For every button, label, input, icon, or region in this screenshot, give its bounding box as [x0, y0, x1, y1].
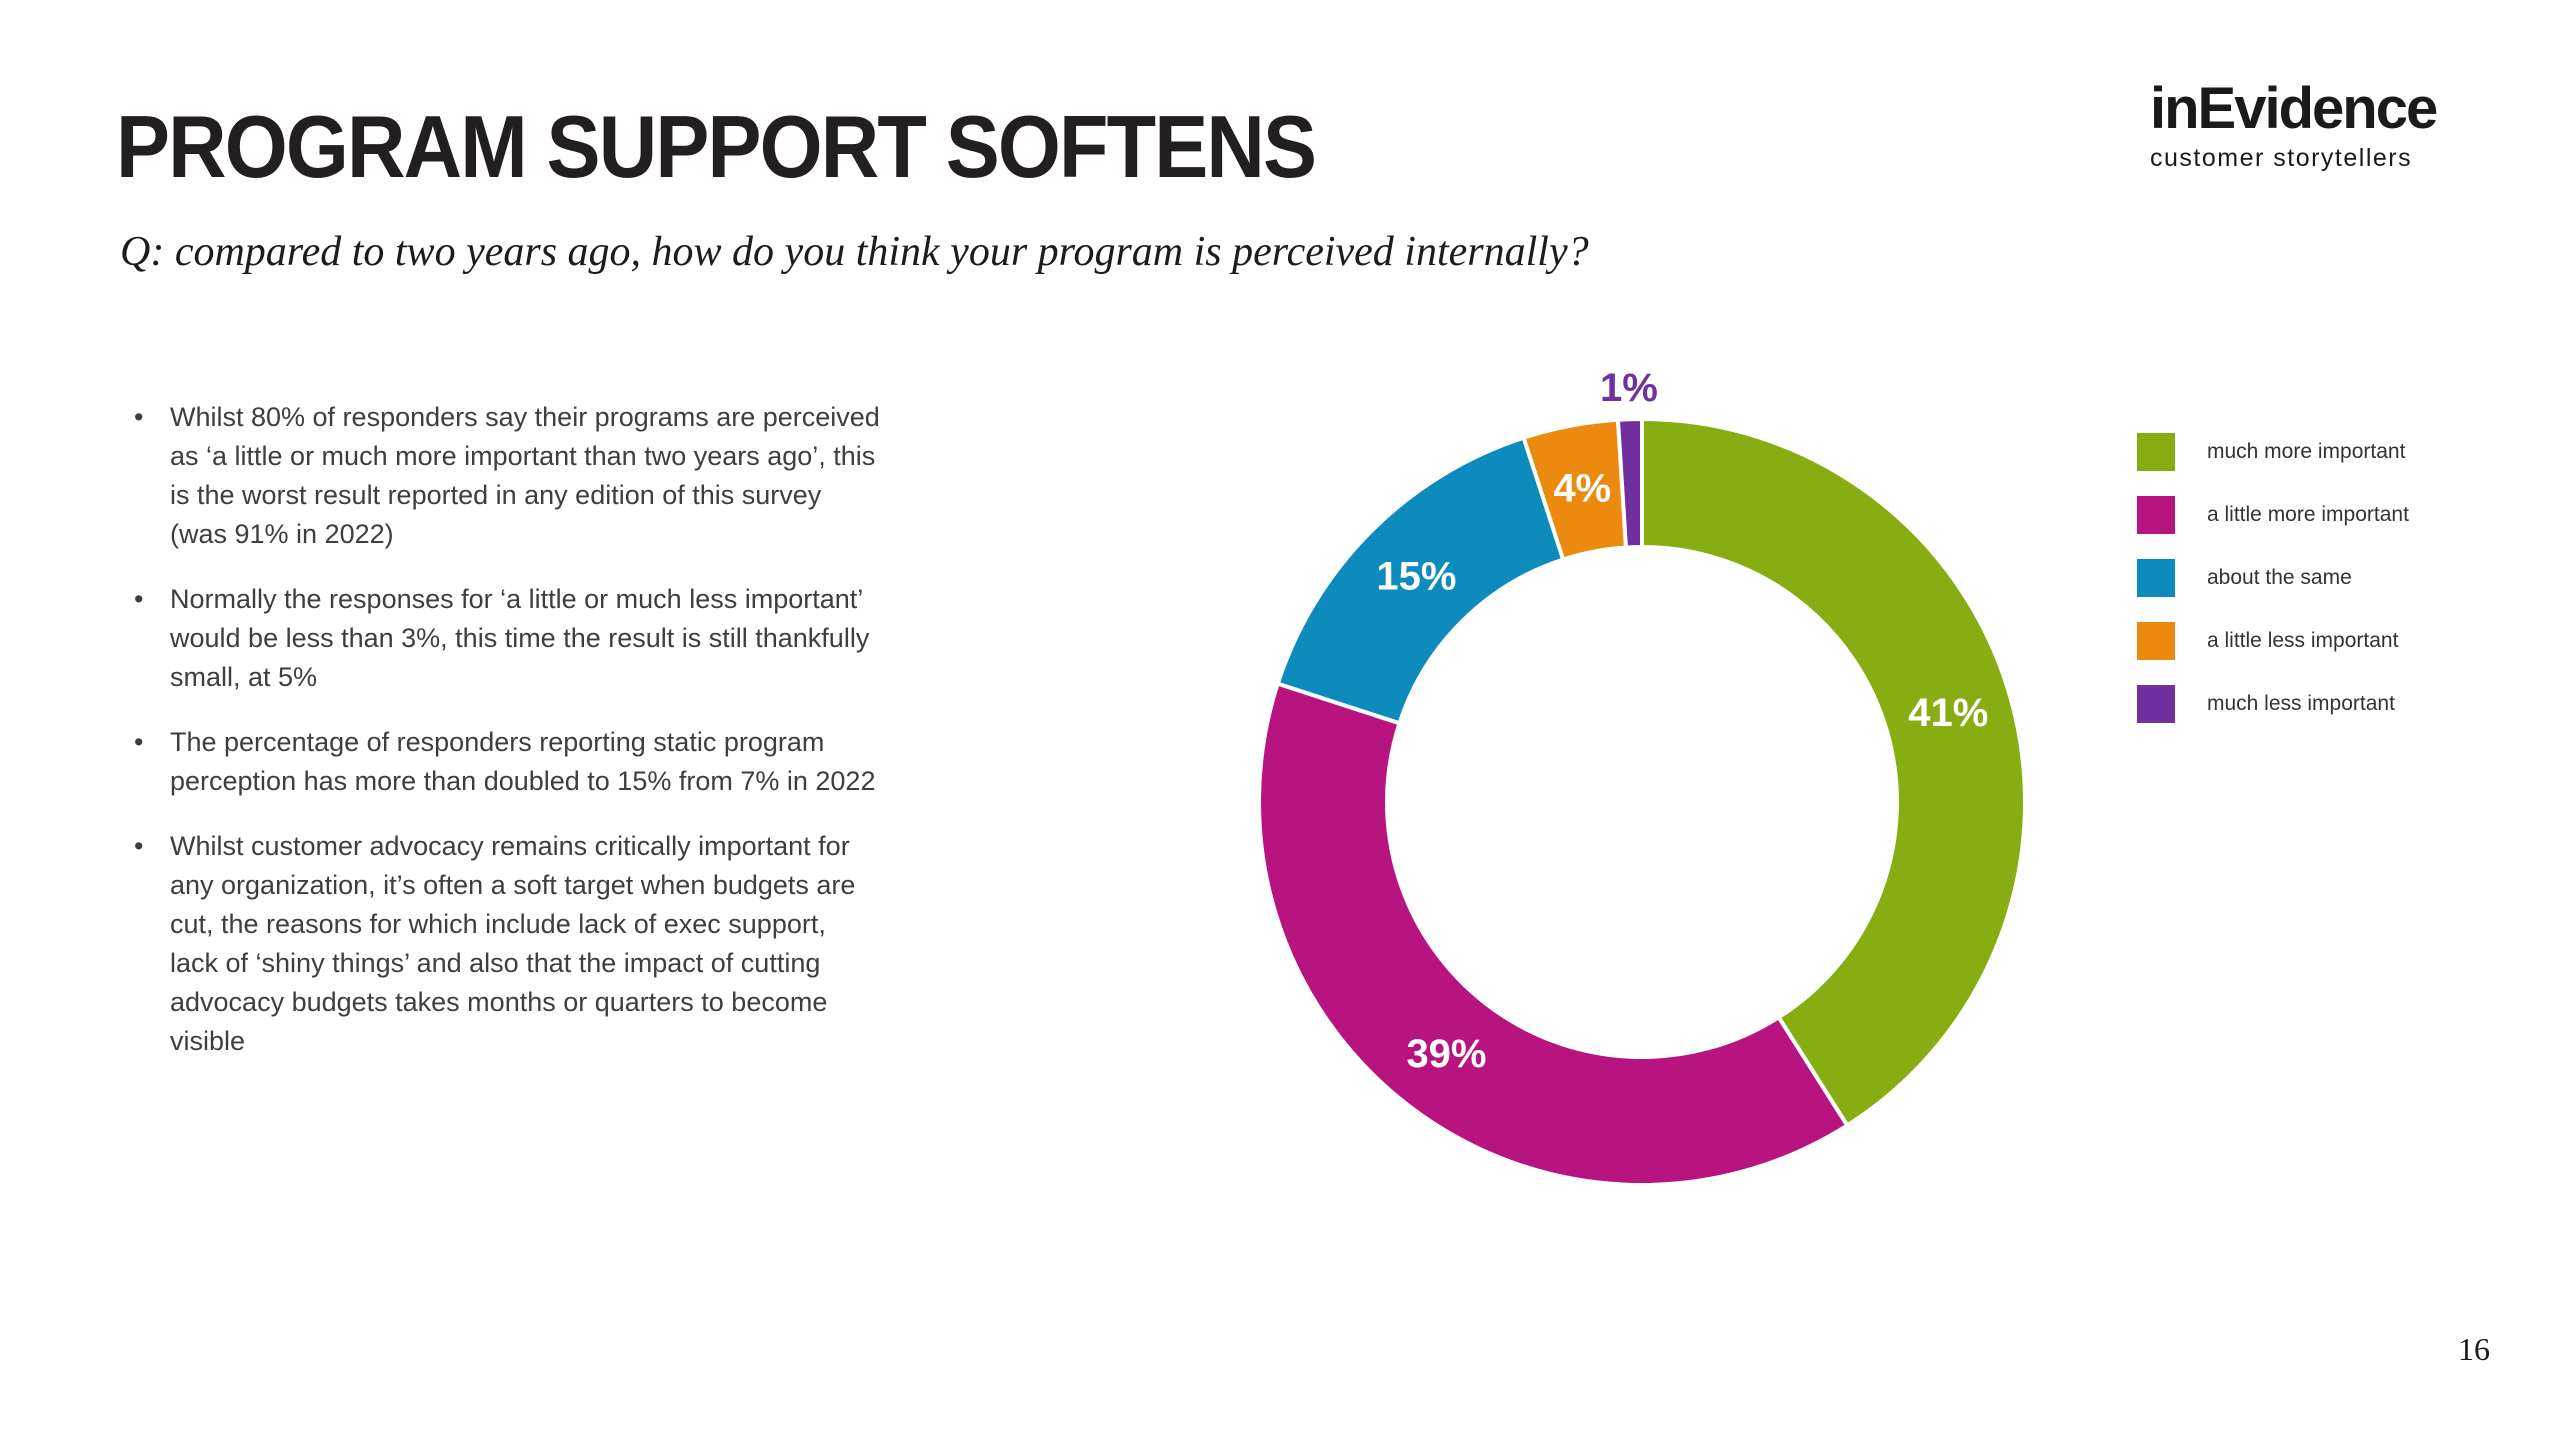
legend-swatch — [2137, 496, 2175, 534]
donut-chart-container: 41% 39% 15% 4% 1% — [1242, 350, 2042, 1210]
legend-item: a little less important — [2137, 622, 2409, 660]
donut-slice-label: 4% — [1553, 467, 1611, 511]
bullet-list: Whilst 80% of responders say their progr… — [132, 398, 880, 1087]
legend-item: a little more important — [2137, 496, 2409, 534]
legend-label: a little less important — [2207, 629, 2399, 652]
donut-slice-much-less-important — [1615, 416, 1644, 550]
donut-slice-a-little-more-important — [1257, 681, 1850, 1187]
page-title: PROGRAM SUPPORT SOFTENS — [116, 97, 1317, 196]
legend-item: much less important — [2137, 685, 2409, 723]
bullet-item: The percentage of responders reporting s… — [132, 723, 880, 801]
donut-slice-label: 15% — [1376, 554, 1456, 598]
company-logo: inEvidence customer storytellers — [2150, 76, 2438, 173]
bullet-item: Whilst 80% of responders say their progr… — [132, 398, 880, 554]
bullet-item: Normally the responses for ‘a little or … — [132, 580, 880, 697]
legend-swatch — [2137, 559, 2175, 597]
legend-swatch — [2137, 433, 2175, 471]
legend-label: about the same — [2207, 566, 2352, 589]
page-number: 16 — [2458, 1331, 2490, 1367]
question-subtitle: Q: compared to two years ago, how do you… — [120, 229, 1589, 275]
logo-wordmark: inEvidence — [2150, 76, 2438, 141]
legend-label: a little more important — [2207, 503, 2409, 526]
donut-slice-label: 39% — [1406, 1032, 1486, 1076]
chart-legend: much more important a little more importa… — [2137, 433, 2409, 748]
donut-slice-label: 1% — [1600, 366, 1658, 410]
donut-chart: 41% 39% 15% 4% 1% — [1257, 366, 2027, 1187]
legend-item: about the same — [2137, 559, 2409, 597]
legend-swatch — [2137, 685, 2175, 723]
donut-slice-label: 41% — [1908, 691, 1988, 735]
legend-label: much more important — [2207, 440, 2406, 463]
logo-tagline: customer storytellers — [2150, 144, 2413, 172]
legend-swatch — [2137, 622, 2175, 660]
donut-slice-much-more-important — [1640, 416, 2027, 1129]
legend-label: much less important — [2207, 692, 2395, 715]
bullet-item: Whilst customer advocacy remains critica… — [132, 827, 880, 1061]
legend-item: much more important — [2137, 433, 2409, 471]
